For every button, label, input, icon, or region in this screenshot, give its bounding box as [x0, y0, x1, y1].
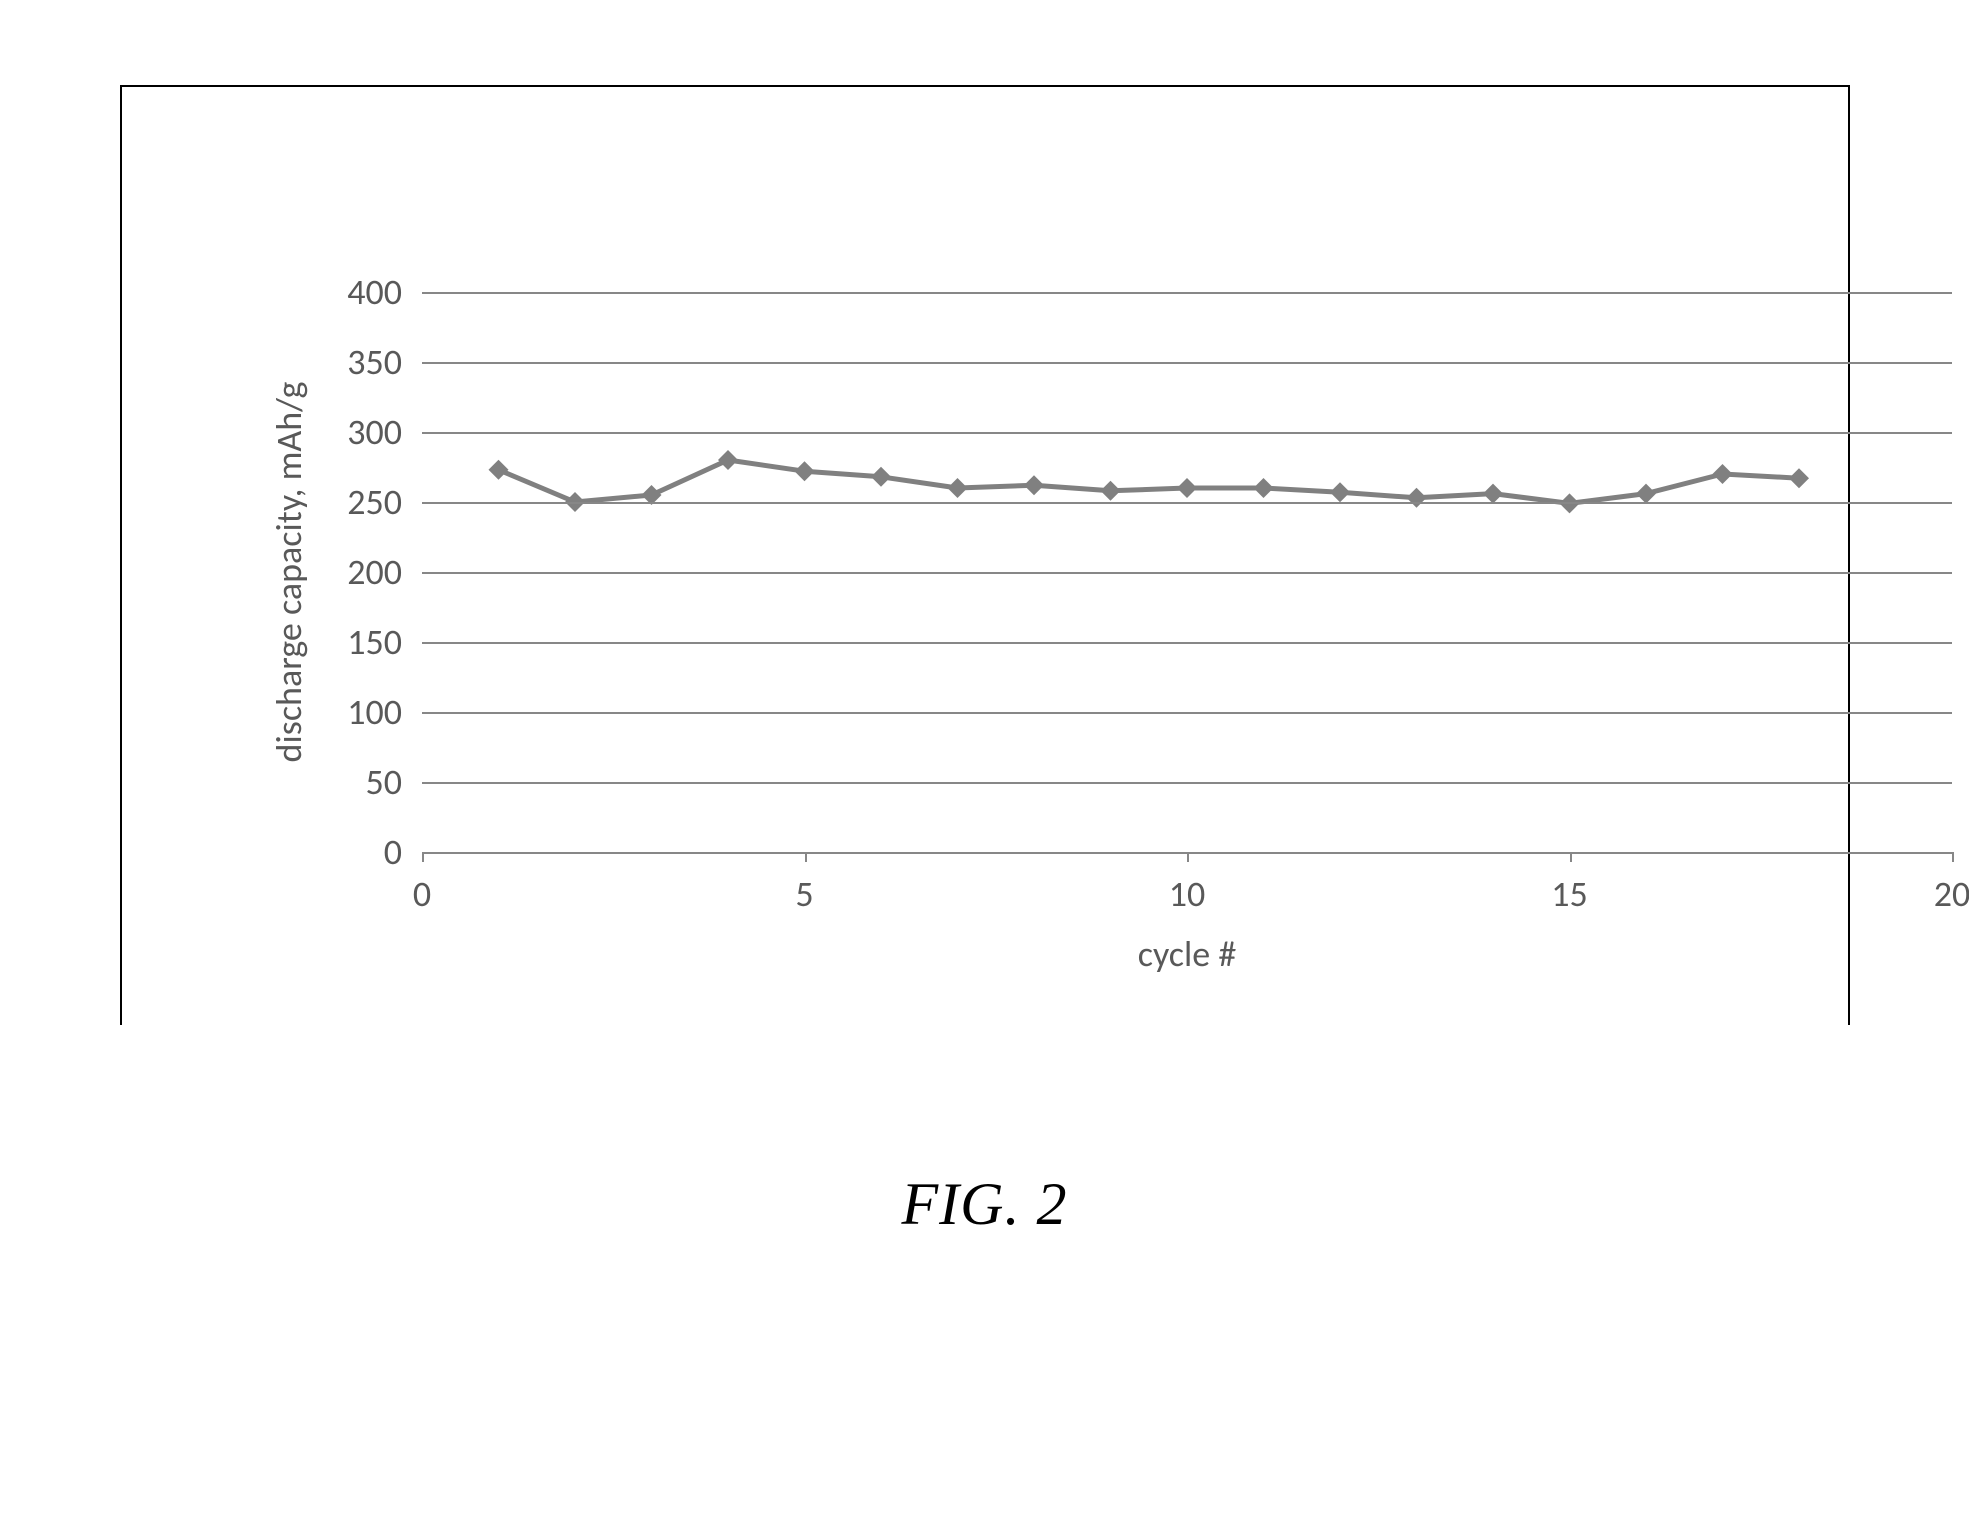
data-point-marker — [795, 461, 815, 481]
y-tick-label: 300 — [312, 410, 402, 454]
data-point-marker — [489, 460, 509, 480]
data-point-marker — [1101, 481, 1121, 501]
gridline — [422, 292, 1952, 294]
y-tick-label: 200 — [312, 550, 402, 594]
gridline — [422, 502, 1952, 504]
y-tick-label: 400 — [312, 270, 402, 314]
gridline — [422, 712, 1952, 714]
gridline — [422, 642, 1952, 644]
data-point-marker — [1713, 464, 1733, 484]
x-tick-label: 0 — [413, 872, 431, 916]
plot-area: 05010015020025030035040005101520 — [422, 292, 1952, 852]
data-point-marker — [1636, 484, 1656, 504]
gridline — [422, 572, 1952, 574]
series-line — [499, 460, 1800, 503]
x-tick-label: 20 — [1934, 872, 1969, 916]
y-tick-label: 350 — [312, 340, 402, 384]
data-point-marker — [1789, 468, 1809, 488]
x-tick — [805, 852, 807, 862]
x-axis-label: cycle # — [422, 932, 1952, 976]
x-tick-label: 10 — [1169, 872, 1206, 916]
x-tick-label: 5 — [795, 872, 813, 916]
x-tick — [1570, 852, 1572, 862]
y-tick-label: 100 — [312, 690, 402, 734]
data-point-marker — [1330, 482, 1350, 502]
gridline — [422, 432, 1952, 434]
x-tick — [1187, 852, 1189, 862]
x-tick — [1952, 852, 1954, 862]
data-point-marker — [948, 478, 968, 498]
data-point-marker — [1483, 484, 1503, 504]
data-point-marker — [871, 467, 891, 487]
figure-caption: FIG. 2 — [0, 1170, 1969, 1239]
y-tick-label: 250 — [312, 480, 402, 524]
figure-panel: discharge capacity, mAh/g 05010015020025… — [120, 85, 1850, 1025]
y-tick-label: 150 — [312, 620, 402, 664]
x-tick — [422, 852, 424, 862]
discharge-capacity-chart: 05010015020025030035040005101520 cycle # — [422, 292, 1952, 992]
y-tick-label: 0 — [312, 830, 402, 874]
data-point-marker — [718, 450, 738, 470]
gridline — [422, 782, 1952, 784]
y-tick-label: 50 — [312, 760, 402, 804]
data-point-marker — [1407, 488, 1427, 508]
data-point-marker — [1254, 478, 1274, 498]
data-point-marker — [1024, 475, 1044, 495]
data-point-marker — [1177, 478, 1197, 498]
x-tick-label: 15 — [1551, 872, 1588, 916]
gridline — [422, 362, 1952, 364]
y-axis-label: discharge capacity, mAh/g — [267, 292, 307, 852]
